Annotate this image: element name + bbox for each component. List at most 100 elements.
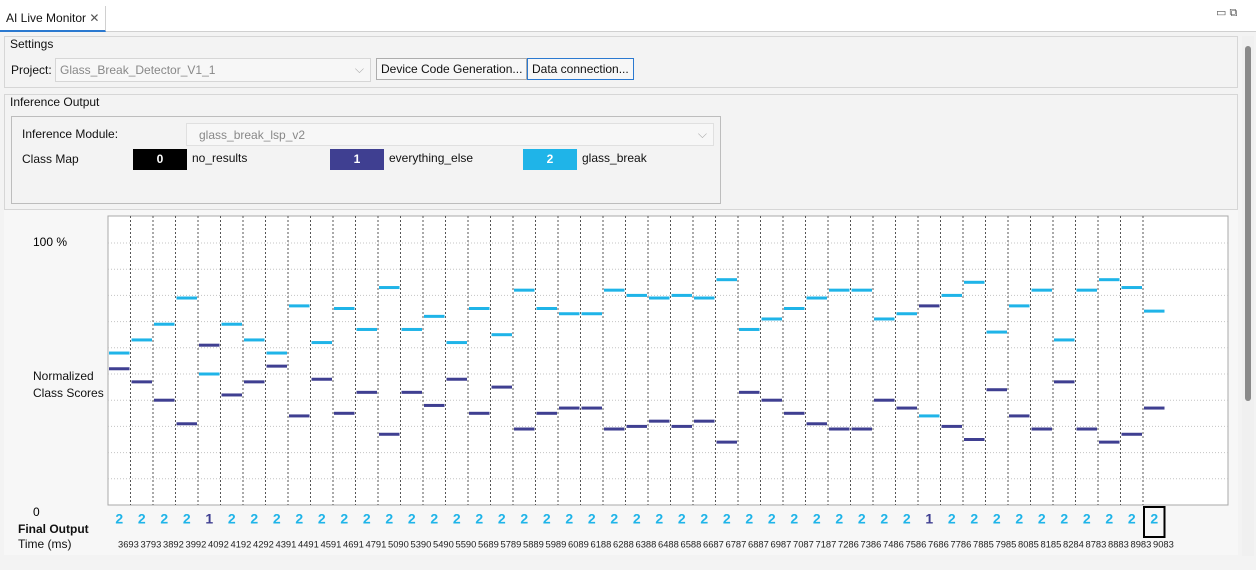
time-label: 4292 — [253, 538, 274, 549]
score-dash — [694, 296, 715, 300]
class-swatch: 1 — [330, 149, 384, 170]
score-dash — [851, 288, 872, 292]
final-output: 2 — [318, 511, 326, 527]
final-output: 2 — [790, 511, 798, 527]
final-output-label: Final Output — [18, 522, 89, 536]
time-label: Time (ms) — [18, 537, 72, 551]
button[interactable]: Data connection... — [527, 58, 634, 80]
time-label: 7486 — [883, 538, 904, 549]
final-output: 2 — [340, 511, 348, 527]
final-output: 2 — [475, 511, 483, 527]
final-output: 2 — [363, 511, 371, 527]
score-dash — [1031, 288, 1052, 292]
final-output: 2 — [655, 511, 663, 527]
tab[interactable]: AI Live Monitor ✕ — [0, 6, 107, 32]
score-dash — [266, 351, 287, 355]
final-output: 2 — [1060, 511, 1068, 527]
time-label: 8085 — [1018, 538, 1039, 549]
score-dash — [176, 296, 197, 300]
combo-value: glass_break_lsp_v2 — [199, 128, 306, 142]
time-label: 6588 — [681, 538, 702, 549]
time-label: 4092 — [208, 538, 229, 549]
score-dash — [851, 427, 872, 431]
tab-bar — [0, 0, 1256, 32]
score-dash — [626, 424, 647, 428]
time-label: 7087 — [793, 538, 814, 549]
time-label: 5490 — [433, 538, 454, 549]
score-dash — [1144, 309, 1165, 313]
score-dash — [1121, 286, 1142, 290]
selected-box — [1143, 506, 1166, 538]
final-output: 2 — [678, 511, 686, 527]
class-name: everything_else — [389, 151, 474, 165]
y-tick-label: 100 % — [33, 235, 67, 249]
score-dash — [109, 367, 130, 371]
score-dash — [784, 411, 805, 415]
scrollbar[interactable] — [1242, 36, 1254, 556]
time-label: 7985 — [996, 538, 1017, 549]
score-dash — [919, 304, 940, 308]
score-dash — [154, 398, 175, 402]
score-dash — [671, 293, 692, 297]
window-icons[interactable]: ▭ ⧉ — [1216, 7, 1238, 19]
final-output: 2 — [768, 511, 776, 527]
score-dash — [874, 317, 895, 321]
score-dash — [536, 307, 557, 310]
score-dash — [244, 380, 265, 384]
score-dash — [199, 372, 220, 376]
final-output: 2 — [610, 511, 618, 527]
final-output: 2 — [993, 511, 1001, 527]
score-dash — [266, 364, 287, 368]
score-dash — [491, 333, 512, 337]
score-dash — [446, 377, 467, 381]
time-label: 8983 — [1131, 538, 1152, 549]
final-output: 2 — [385, 511, 393, 527]
combo-value: Glass_Break_Detector_V1_1 — [60, 63, 216, 77]
final-output: 2 — [700, 511, 708, 527]
group-title: Settings — [10, 37, 54, 51]
score-dash — [581, 312, 602, 316]
time-label: 8284 — [1063, 538, 1084, 549]
score-dash — [941, 424, 962, 428]
score-dash — [469, 411, 490, 415]
score-dash — [1054, 338, 1075, 342]
time-label: 7386 — [861, 538, 882, 549]
final-output: 2 — [633, 511, 641, 527]
score-dash — [199, 343, 220, 347]
score-dash — [311, 341, 332, 345]
module-combo[interactable]: glass_break_lsp_v2 ⌵ — [186, 123, 714, 146]
score-dash — [919, 414, 940, 418]
score-dash — [739, 390, 760, 394]
score-dash — [1054, 380, 1075, 384]
class-name: glass_break — [582, 151, 647, 165]
score-dash — [356, 390, 377, 394]
time-label: 5889 — [523, 538, 544, 549]
score-dash — [401, 390, 422, 394]
time-label: 6687 — [703, 538, 724, 549]
label: Class Map — [22, 152, 79, 166]
score-dash — [109, 351, 130, 355]
score-dash — [806, 422, 827, 426]
score-dash — [559, 406, 580, 410]
time-label: 4591 — [321, 538, 342, 549]
group-title: Inference Output — [10, 95, 100, 109]
final-output: 1 — [925, 511, 933, 527]
score-dash — [514, 288, 535, 292]
label: Project: — [11, 63, 52, 77]
score-dash — [964, 438, 985, 441]
score-dash — [649, 296, 670, 300]
final-output: 2 — [835, 511, 843, 527]
final-output: 2 — [183, 511, 191, 527]
button[interactable]: Device Code Generation... — [376, 58, 528, 80]
time-label: 3693 — [118, 538, 139, 549]
time-label: 6787 — [726, 538, 747, 549]
time-label: 4491 — [298, 538, 319, 549]
final-output: 2 — [115, 511, 123, 527]
project-combo[interactable]: Glass_Break_Detector_V1_1 ⌵ — [55, 58, 371, 82]
time-label: 8185 — [1041, 538, 1062, 549]
score-dash — [176, 422, 197, 426]
score-dash — [761, 317, 782, 321]
time-label: 6188 — [591, 538, 612, 549]
time-label: 7586 — [906, 538, 927, 549]
